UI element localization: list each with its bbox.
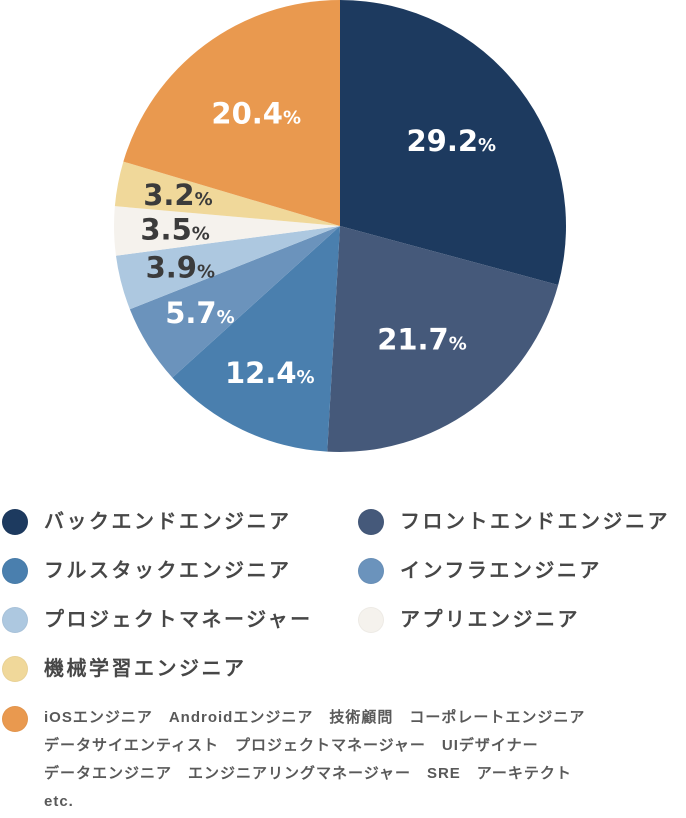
legend-dot-ml-engineer bbox=[2, 656, 28, 682]
pie-slice-1 bbox=[327, 226, 559, 453]
legend-label-app-engineer: アプリエンジニア bbox=[400, 609, 580, 631]
legend-item-others: iOSエンジニア Androidエンジニア 技術顧問 コーポレートエンジニア デ… bbox=[2, 705, 684, 816]
legend-spacer bbox=[358, 656, 684, 682]
pie-slice-label-1: 21.7% bbox=[377, 323, 467, 357]
legend-dot-app-engineer bbox=[358, 607, 384, 633]
legend-item-project-manager: プロジェクトマネージャー bbox=[2, 607, 358, 633]
pie-slice-label-0: 29.2% bbox=[406, 124, 496, 158]
pie-slice-6 bbox=[114, 161, 341, 226]
pie-slice-0 bbox=[340, 0, 566, 285]
pie-slice-2 bbox=[172, 226, 340, 452]
legend-label-fullstack: フルスタックエンジニア bbox=[44, 560, 292, 582]
pie-chart: 29.2% 21.7% 12.4% 5.7% 3.9% 3.5% 3.2% 20.4% bbox=[113, 0, 566, 453]
pie-slice-7 bbox=[123, 0, 341, 226]
pie-slice-3 bbox=[129, 226, 340, 378]
legend-label-frontend: フロントエンドエンジニア bbox=[400, 511, 670, 533]
legend-label-project-manager: プロジェクトマネージャー bbox=[44, 609, 313, 631]
legend-dot-backend bbox=[2, 509, 28, 535]
pie-slice-label-4: 3.9% bbox=[146, 251, 215, 285]
pie-slice-label-2: 12.4% bbox=[225, 356, 315, 390]
legend-item-ml-engineer: 機械学習エンジニア bbox=[2, 656, 358, 682]
legend-label-others: iOSエンジニア Androidエンジニア 技術顧問 コーポレートエンジニア デ… bbox=[44, 709, 586, 810]
legend-item-frontend: フロントエンドエンジニア bbox=[358, 509, 684, 535]
legend-label-ml-engineer: 機械学習エンジニア bbox=[44, 658, 247, 680]
pie-slice-label-5: 3.5% bbox=[140, 213, 209, 247]
legend-item-fullstack: フルスタックエンジニア bbox=[2, 558, 358, 584]
pie-chart-svg: 29.2% 21.7% 12.4% 5.7% 3.9% 3.5%3.2% 20.4% bbox=[113, 0, 566, 453]
pie-slice-5 bbox=[113, 206, 341, 256]
pie-slice-label-7: 20.4% bbox=[211, 97, 301, 131]
legend-dot-frontend bbox=[358, 509, 384, 535]
legend-item-infra: インフラエンジニア bbox=[358, 558, 684, 584]
legend-item-backend: バックエンドエンジニア bbox=[2, 509, 358, 535]
pie-slice-label-3: 5.7% bbox=[165, 296, 234, 330]
legend-label-backend: バックエンドエンジニア bbox=[44, 511, 292, 533]
legend-label-infra: インフラエンジニア bbox=[400, 560, 602, 582]
legend-dot-project-manager bbox=[2, 607, 28, 633]
legend-item-app-engineer: アプリエンジニア bbox=[358, 607, 684, 633]
pie-slice-label-6: 3.2% bbox=[143, 178, 212, 212]
pie-slice-4 bbox=[115, 226, 341, 310]
legend-dot-infra bbox=[358, 558, 384, 584]
legend-dot-others bbox=[2, 706, 28, 732]
legend-dot-fullstack bbox=[2, 558, 28, 584]
legend: バックエンドエンジニア フロントエンドエンジニア フルスタックエンジニア インフ… bbox=[2, 509, 684, 816]
